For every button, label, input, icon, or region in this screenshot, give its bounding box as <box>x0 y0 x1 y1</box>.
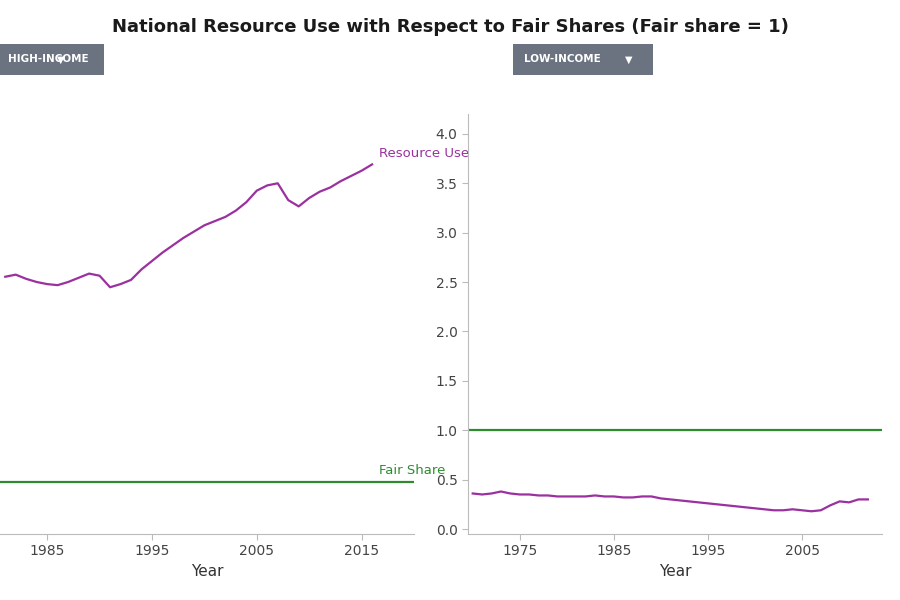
Text: LOW-INCOME: LOW-INCOME <box>524 55 601 64</box>
Text: ▼: ▼ <box>57 55 65 64</box>
Text: HIGH-INCOME: HIGH-INCOME <box>8 55 89 64</box>
Text: Fair Share: Fair Share <box>379 464 446 478</box>
Text: Resource Use: Resource Use <box>379 147 469 160</box>
X-axis label: Year: Year <box>659 564 691 579</box>
X-axis label: Year: Year <box>191 564 223 579</box>
Text: National Resource Use with Respect to Fair Shares (Fair share = 1): National Resource Use with Respect to Fa… <box>112 18 788 36</box>
Text: ▼: ▼ <box>625 55 632 64</box>
